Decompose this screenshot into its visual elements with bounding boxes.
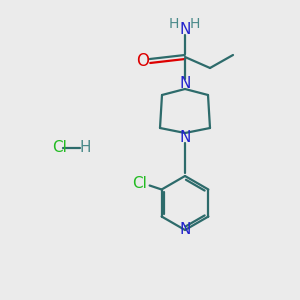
Text: Cl: Cl <box>52 140 67 155</box>
Text: O: O <box>136 52 149 70</box>
Text: H: H <box>190 17 200 31</box>
Text: H: H <box>79 140 91 155</box>
Text: N: N <box>179 76 191 92</box>
Text: N: N <box>179 130 191 146</box>
Text: N: N <box>179 22 191 38</box>
Text: Cl: Cl <box>132 176 147 191</box>
Text: H: H <box>169 17 179 31</box>
Text: N: N <box>179 223 191 238</box>
